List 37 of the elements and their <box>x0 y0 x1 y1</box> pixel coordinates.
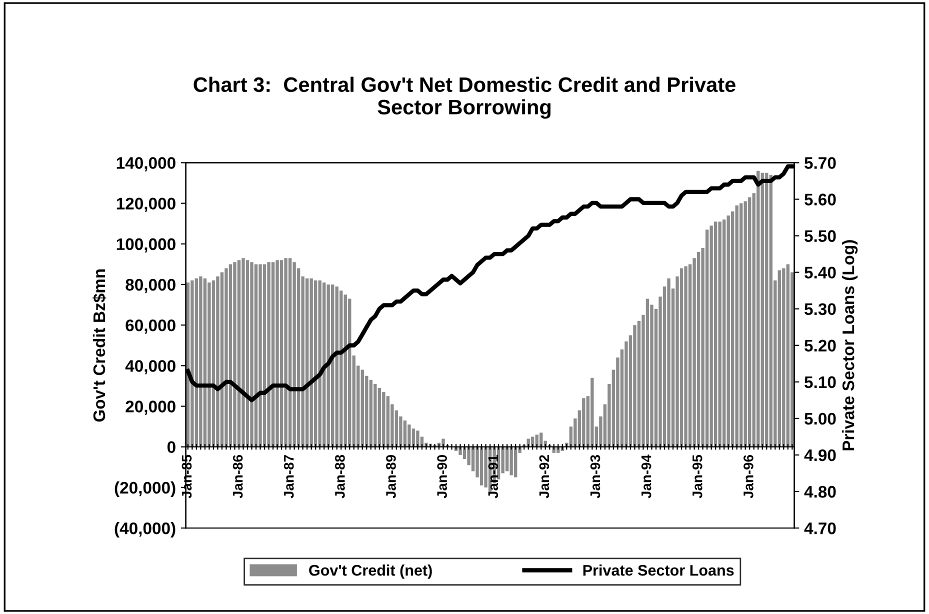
y-tick-label: 120,000 <box>116 198 176 212</box>
x-tick-label: Jan-93 <box>590 454 600 498</box>
legend-label: Private Sector Loans <box>583 564 734 576</box>
y2-tick-label: 5.10 <box>804 376 836 388</box>
y-tick-label: 20,000 <box>126 400 176 415</box>
y2-tick-label: 5.20 <box>804 340 836 352</box>
y-tick-label: 140,000 <box>116 157 176 172</box>
y2-tick-label: 5.30 <box>804 303 836 316</box>
y2-axis-title: Private Sector Loans (Log) <box>842 240 858 450</box>
y-tick-label: 100,000 <box>116 238 176 253</box>
x-tick-label: Jan-96 <box>744 454 754 498</box>
y-tick-label: 40,000 <box>125 360 176 374</box>
chart-title: Chart 3: Central Gov't Net Domestic Credit and Private Sector Borrowing <box>194 76 736 119</box>
y-tick-label: 80,000 <box>126 278 176 294</box>
x-tick-label: Jan-92 <box>539 455 550 498</box>
x-tick-label: Jan-94 <box>641 454 652 498</box>
y2-tick-label: 5.50 <box>804 230 836 242</box>
y2-tick-label: 5.00 <box>804 412 836 425</box>
y2-tick-label: 4.90 <box>804 449 836 462</box>
x-tick-label: Jan-88 <box>335 454 345 498</box>
y-tick-label: 60,000 <box>126 319 176 334</box>
y-tick-label: (20,000) <box>114 481 176 497</box>
y2-tick-label: 5.60 <box>804 194 836 206</box>
legend-label: Gov't Credit (net) <box>309 564 432 579</box>
x-tick-label: Jan-90 <box>437 455 447 498</box>
y-axis-title: Gov't Credit Bz$mn <box>92 269 106 422</box>
x-tick-label: Jan-86 <box>232 454 243 498</box>
y2-tick-label: 4.70 <box>804 522 836 534</box>
x-tick-label: Jan-95 <box>692 454 702 498</box>
y-tick-label: 0 <box>167 441 176 454</box>
y2-tick-label: 5.40 <box>804 266 836 279</box>
y2-tick-label: 4.80 <box>804 486 836 498</box>
x-tick-label: Jan-89 <box>386 455 396 498</box>
y2-tick-label: 5.70 <box>804 157 836 169</box>
x-tick-label: Jan-87 <box>284 455 294 498</box>
y-tick-label: (40,000) <box>114 522 176 538</box>
x-tick-label: Jan-91 <box>488 454 498 498</box>
